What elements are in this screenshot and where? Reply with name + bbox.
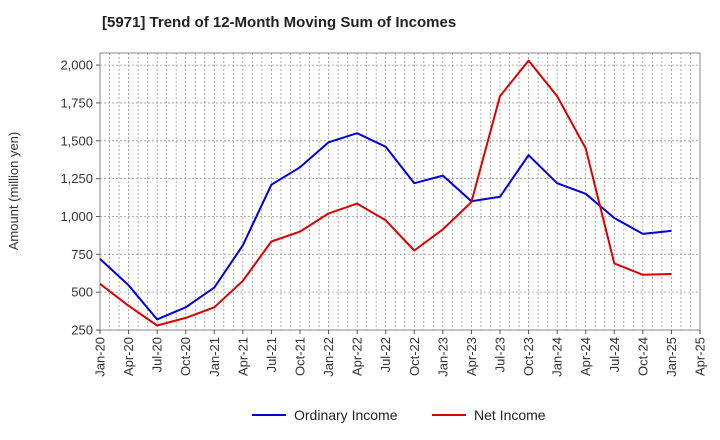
x-tick-label: Apr-20 <box>121 337 136 376</box>
x-tick-label: Jan-25 <box>664 337 679 377</box>
x-tick-label: Apr-22 <box>350 337 365 376</box>
x-tick-label: Oct-20 <box>178 337 193 376</box>
y-tick-label: 2,000 <box>60 58 93 73</box>
x-tick-label: Oct-21 <box>293 337 308 376</box>
x-tick-label: Jan-22 <box>321 337 336 377</box>
x-tick-label: Jan-23 <box>435 337 450 377</box>
x-tick-label: Oct-22 <box>407 337 422 376</box>
y-tick-label: 500 <box>71 285 93 300</box>
x-axis-ticks: Jan-20 Apr-20 Jul-20 Oct-20 Jan-21 Apr-21 Jul-… <box>93 330 708 377</box>
chart-title: [5971] Trend of 12-Month Moving Sum of I… <box>102 14 457 31</box>
y-tick-label: 250 <box>71 323 93 338</box>
series-lines <box>99 59 672 327</box>
x-tick-label: Apr-25 <box>693 337 708 376</box>
x-tick-label: Jan-20 <box>93 337 108 377</box>
y-axis-label: Amount (million yen) <box>6 132 21 251</box>
x-tick-label: Oct-23 <box>521 337 536 376</box>
y-tick-label: 1,750 <box>60 95 93 110</box>
x-tick-label: Jul-23 <box>493 337 508 372</box>
x-tick-label: Apr-21 <box>235 337 250 376</box>
legend: Ordinary Income Net Income <box>252 407 546 423</box>
x-tick-label: Jan-24 <box>550 337 565 377</box>
x-tick-label: Apr-23 <box>464 337 479 376</box>
grid-lines <box>99 53 701 331</box>
x-tick-label: Apr-24 <box>578 337 593 376</box>
y-tick-label: 1,250 <box>60 171 93 186</box>
x-tick-label: Jan-21 <box>207 337 222 377</box>
y-tick-label: 1,500 <box>60 133 93 148</box>
legend-label: Net Income <box>474 407 546 423</box>
x-tick-label: Jul-21 <box>264 337 279 372</box>
x-tick-label: Jul-20 <box>150 337 165 372</box>
series-line-ordinary-income <box>99 132 672 321</box>
y-tick-label: 1,000 <box>60 209 93 224</box>
plot-area <box>99 52 701 331</box>
y-tick-label: 750 <box>71 247 93 262</box>
series-line-net-income <box>99 59 672 327</box>
legend-label: Ordinary Income <box>294 407 398 423</box>
x-tick-label: Jul-22 <box>378 337 393 372</box>
x-tick-label: Oct-24 <box>635 337 650 376</box>
x-tick-label: Jul-24 <box>607 337 622 372</box>
y-axis-ticks: 250 500 750 1,000 1,250 1,500 1,750 2,000 <box>60 58 100 338</box>
